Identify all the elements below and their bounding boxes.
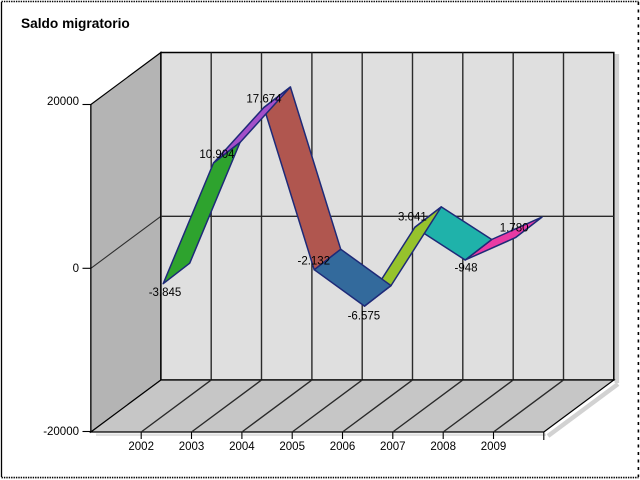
svg-text:20000: 20000	[47, 96, 79, 108]
svg-text:1.780: 1.780	[500, 223, 529, 235]
svg-text:2002: 2002	[128, 441, 154, 453]
svg-text:10.904: 10.904	[199, 149, 235, 161]
svg-text:2006: 2006	[330, 441, 356, 453]
svg-text:17.674: 17.674	[246, 94, 282, 106]
svg-text:-6.575: -6.575	[348, 311, 381, 323]
svg-text:2007: 2007	[380, 441, 406, 453]
svg-text:3.041: 3.041	[398, 212, 427, 224]
svg-text:2008: 2008	[430, 441, 456, 453]
svg-text:0: 0	[73, 263, 79, 275]
svg-text:-948: -948	[454, 263, 477, 275]
svg-text:Saldo migratorio: Saldo migratorio	[21, 16, 130, 31]
svg-text:2004: 2004	[229, 441, 255, 453]
svg-text:-3.845: -3.845	[149, 287, 182, 299]
svg-text:2005: 2005	[279, 441, 305, 453]
svg-text:-20000: -20000	[43, 426, 79, 438]
svg-text:2003: 2003	[179, 441, 205, 453]
svg-text:2009: 2009	[481, 441, 507, 453]
svg-text:-2.132: -2.132	[297, 256, 330, 268]
